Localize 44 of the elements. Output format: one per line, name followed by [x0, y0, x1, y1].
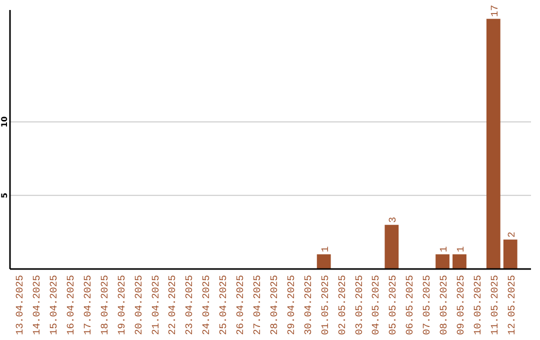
bar — [436, 254, 450, 269]
y-tick-label: 5 — [0, 192, 9, 198]
x-tick-label: 30.04.2025 — [304, 275, 315, 336]
x-tick-label: 08.05.2025 — [440, 275, 451, 336]
x-tick-label: 17.04.2025 — [83, 275, 94, 336]
x-tick-label: 04.05.2025 — [372, 275, 383, 336]
data-label: 1 — [456, 246, 468, 252]
x-tick-label: 02.05.2025 — [338, 275, 349, 336]
x-tick-label: 29.04.2025 — [286, 275, 298, 336]
data-label: 17 — [490, 4, 502, 17]
x-tick-label: 26.04.2025 — [236, 275, 248, 336]
x-tick-label: 23.04.2025 — [185, 275, 196, 336]
x-tick-label: 22.04.2025 — [168, 275, 180, 336]
x-tick-label: 24.04.2025 — [202, 275, 214, 336]
x-tick-label: 27.04.2025 — [253, 275, 264, 336]
x-tick-label: 10.05.2025 — [473, 275, 484, 336]
bar — [503, 240, 518, 269]
data-label: 1 — [440, 246, 451, 252]
x-tick-label: 16.04.2025 — [66, 275, 78, 336]
x-tick-label: 28.04.2025 — [270, 275, 281, 336]
x-tick-label: 06.05.2025 — [406, 275, 417, 336]
data-label: 3 — [388, 216, 400, 223]
x-tick-label: 13.04.2025 — [16, 275, 27, 336]
x-tick-label: 01.05.2025 — [320, 275, 332, 336]
bar — [316, 254, 331, 269]
x-tick-label: 05.05.2025 — [388, 275, 400, 336]
x-tick-label: 15.04.2025 — [50, 275, 61, 336]
x-tick-label: 21.04.2025 — [151, 275, 162, 336]
y-tick-label: 10 — [0, 116, 9, 128]
x-tick-label: 07.05.2025 — [422, 275, 434, 336]
bar — [452, 254, 466, 269]
x-tick-label: 14.04.2025 — [32, 275, 44, 336]
x-tick-label: 19.04.2025 — [117, 275, 128, 336]
x-tick-label: 25.04.2025 — [219, 275, 230, 336]
x-tick-label: 12.05.2025 — [507, 275, 518, 336]
x-tick-label: 18.04.2025 — [100, 275, 112, 336]
x-tick-label: 11.05.2025 — [490, 275, 502, 336]
bar — [486, 18, 500, 269]
x-tick-label: 03.05.2025 — [354, 275, 366, 336]
data-label: 1 — [320, 246, 332, 252]
x-tick-label: 09.05.2025 — [456, 275, 468, 336]
data-label: 2 — [507, 232, 518, 238]
bar — [384, 224, 399, 269]
x-tick-label: 20.04.2025 — [134, 275, 146, 336]
